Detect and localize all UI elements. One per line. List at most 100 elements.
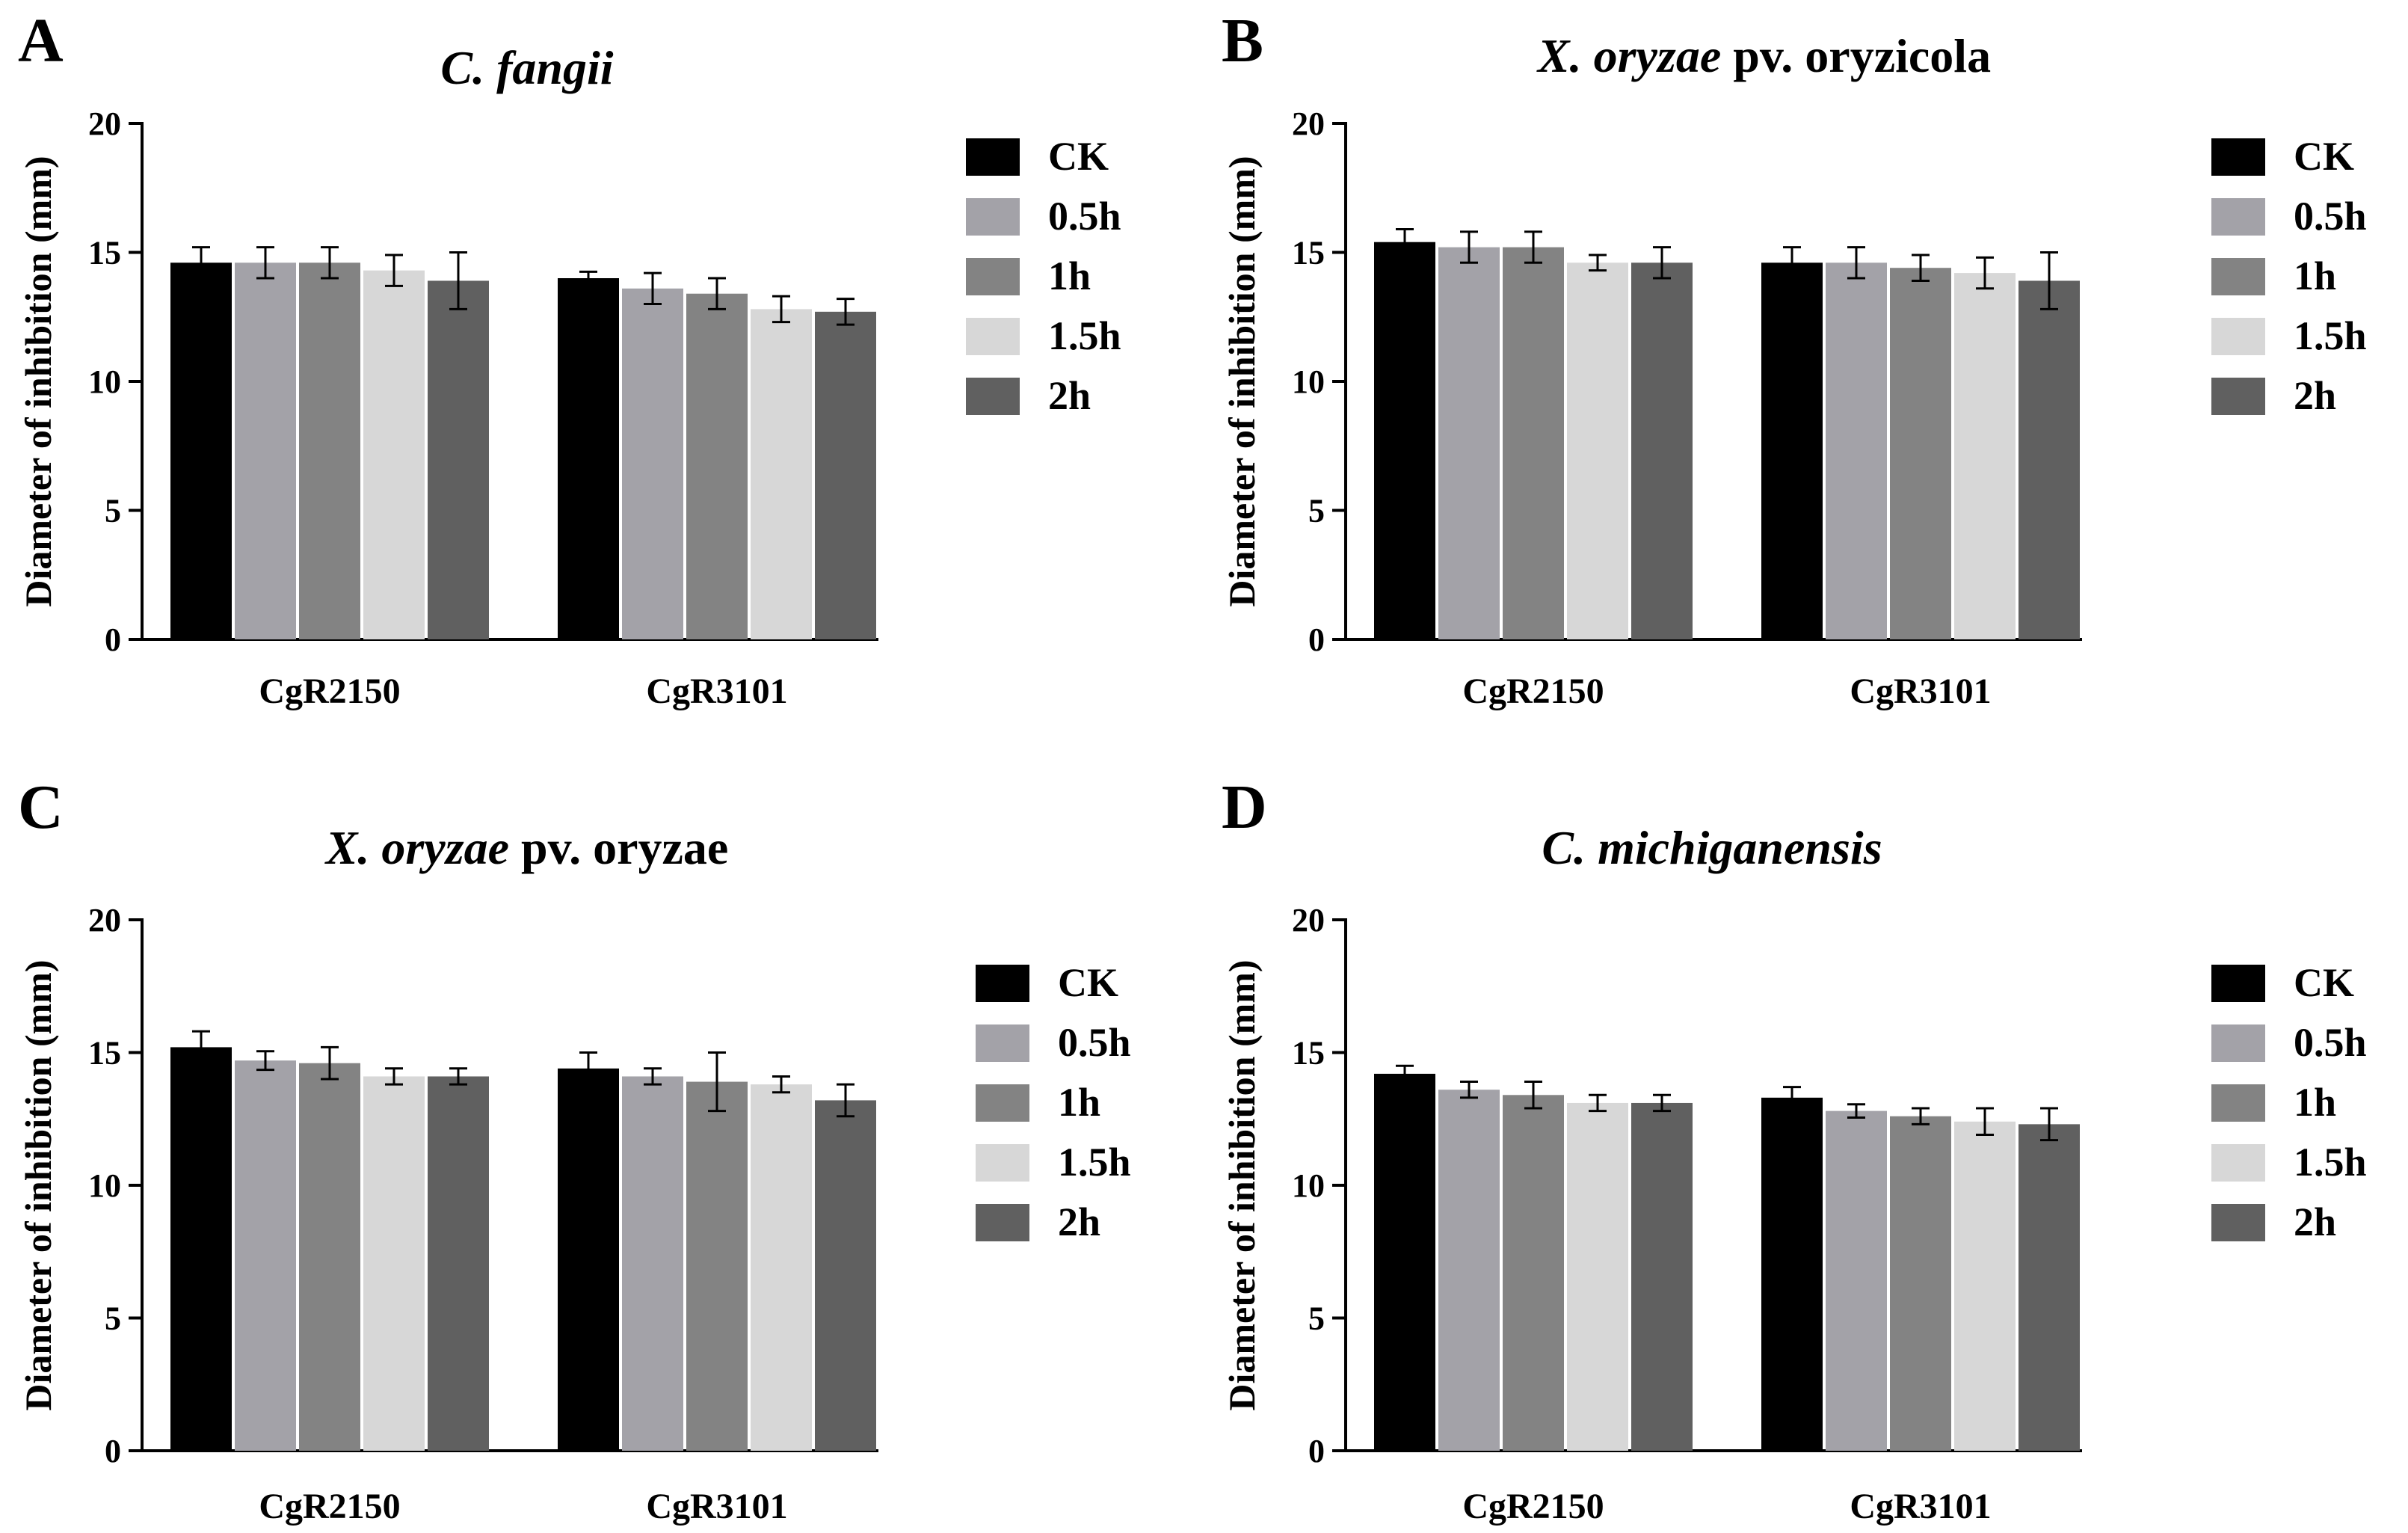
bar-1-5h-cgr3101-b	[1954, 273, 2016, 639]
chart-title-d: C. michiganensis	[1542, 821, 1882, 874]
legend-label-1h-d: 1h	[2294, 1080, 2336, 1125]
bar-ck-cgr2150-a	[170, 262, 232, 639]
chart-title-italic-c: X. oryzae	[324, 821, 509, 874]
bar-1-5h-cgr3101-c	[751, 1084, 812, 1451]
y-axis-label-d: Diameter of inhibition (mm)	[1221, 959, 1263, 1410]
bar-2h-cgr2150-c	[428, 1076, 489, 1451]
bar-ck-cgr3101-a	[558, 278, 619, 639]
bar-1h-cgr2150-a	[299, 262, 360, 639]
legend-swatch-ck-d	[2211, 965, 2265, 1002]
y-tick-label-c: 20	[88, 902, 121, 938]
y-tick-label-d: 5	[1308, 1300, 1325, 1337]
bar-1h-cgr2150-b	[1503, 247, 1564, 640]
y-tick-label-b: 0	[1308, 621, 1325, 658]
chart-title-normal-b: pv. oryzicola	[1721, 29, 1991, 82]
chart-title-italic-a: C. fangii	[440, 41, 613, 94]
bar-2h-cgr3101-c	[815, 1100, 876, 1451]
legend-label-0-5h-d: 0.5h	[2294, 1020, 2367, 1065]
bar-ck-cgr2150-b	[1374, 242, 1435, 639]
chart-c-svg: C X. oryzae pv. oryzae Diameter of inhibit…	[17, 772, 1131, 1526]
y-tick-label-b: 10	[1292, 363, 1325, 400]
legend-label-ck-d: CK	[2294, 960, 2354, 1005]
legend-swatch-1-5h-d	[2211, 1144, 2265, 1182]
bar-0-5h-cgr3101-c	[622, 1076, 683, 1451]
chart-panel-d: D C. michiganensis Diameter of inhibition …	[1204, 766, 2407, 1533]
legend-swatch-1h-c	[976, 1084, 1029, 1122]
legend-swatch-2h-d	[2211, 1204, 2265, 1241]
legend-label-1h-a: 1h	[1048, 254, 1091, 298]
legend-swatch-1h-a	[966, 258, 1020, 295]
bar-1-5h-cgr3101-a	[751, 309, 812, 639]
y-tick-label-c: 0	[105, 1433, 121, 1469]
bar-1-5h-cgr2150-b	[1567, 262, 1628, 639]
bar-1-5h-cgr3101-d	[1954, 1121, 2016, 1451]
bar-ck-cgr3101-c	[558, 1068, 619, 1451]
bar-2h-cgr3101-d	[2019, 1124, 2080, 1451]
chart-title-c: X. oryzae pv. oryzae	[324, 821, 729, 874]
y-tick-label-d: 15	[1292, 1035, 1325, 1072]
bar-1h-cgr3101-b	[1890, 268, 1951, 639]
legend-swatch-0-5h-a	[966, 198, 1020, 236]
legend-swatch-ck-b	[2211, 138, 2265, 176]
bar-2h-cgr2150-b	[1631, 262, 1693, 639]
chart-d-svg: D C. michiganensis Diameter of inhibition …	[1221, 772, 2367, 1526]
bar-2h-cgr2150-d	[1631, 1102, 1693, 1451]
y-tick-label-d: 10	[1292, 1167, 1325, 1204]
bar-1h-cgr3101-d	[1890, 1116, 1951, 1451]
legend-label-2h-c: 2h	[1058, 1199, 1100, 1244]
y-tick-label-a: 10	[88, 363, 121, 400]
bar-1h-cgr3101-c	[686, 1081, 748, 1451]
bar-0-5h-cgr3101-d	[1826, 1110, 1887, 1451]
bar-1h-cgr2150-c	[299, 1063, 360, 1451]
bar-2h-cgr3101-a	[815, 311, 876, 639]
legend-label-1-5h-a: 1.5h	[1048, 313, 1121, 358]
chart-b-svg: B X. oryzae pv. oryzicola Diameter of inhi…	[1221, 6, 2367, 711]
panel-label-a: A	[18, 6, 64, 76]
legend-swatch-1-5h-a	[966, 318, 1020, 355]
y-tick-label-d: 0	[1308, 1433, 1325, 1469]
bar-0-5h-cgr3101-a	[622, 288, 683, 639]
x-category-label-cgr3101-b: CgR3101	[1850, 672, 1991, 711]
legend-label-1-5h-b: 1.5h	[2294, 313, 2367, 358]
chart-a-svg: A C. fangii Diameter of inhibition (mm) 0 5 1…	[17, 6, 1121, 711]
y-axis-label-b: Diameter of inhibition (mm)	[1221, 156, 1263, 606]
x-category-label-cgr3101-a: CgR3101	[646, 672, 787, 711]
legend-label-ck-c: CK	[1058, 960, 1118, 1005]
legend-label-0-5h-a: 0.5h	[1048, 194, 1121, 239]
bar-2h-cgr2150-a	[428, 280, 489, 639]
chart-panel-a: A C. fangii Diameter of inhibition (mm) 0 5 1…	[0, 0, 1204, 766]
legend-swatch-2h-b	[2211, 378, 2265, 415]
y-axis-label-c: Diameter of inhibition (mm)	[17, 959, 59, 1410]
chart-title-a: C. fangii	[440, 41, 613, 94]
x-category-label-cgr2150-c: CgR2150	[259, 1487, 400, 1526]
legend-swatch-ck-c	[976, 965, 1029, 1002]
chart-title-b: X. oryzae pv. oryzicola	[1536, 29, 1991, 82]
legend-label-ck-a: CK	[1048, 134, 1109, 179]
legend-label-1h-c: 1h	[1058, 1080, 1100, 1125]
legend-label-2h-d: 2h	[2294, 1199, 2336, 1244]
bar-2h-cgr3101-b	[2019, 280, 2080, 639]
legend-label-1h-b: 1h	[2294, 254, 2336, 298]
x-category-label-cgr2150-d: CgR2150	[1462, 1487, 1604, 1526]
y-tick-label-b: 5	[1308, 493, 1325, 529]
bar-0-5h-cgr2150-d	[1438, 1090, 1500, 1451]
bar-ck-cgr2150-c	[170, 1047, 232, 1451]
y-tick-label-a: 0	[105, 621, 121, 658]
legend-label-2h-a: 2h	[1048, 373, 1091, 418]
bar-0-5h-cgr2150-c	[235, 1060, 296, 1451]
y-tick-label-b: 20	[1292, 105, 1325, 142]
bar-1-5h-cgr2150-a	[363, 270, 425, 639]
legend-swatch-0-5h-b	[2211, 198, 2265, 236]
legend-swatch-ck-a	[966, 138, 1020, 176]
legend-swatch-1h-d	[2211, 1084, 2265, 1122]
legend-swatch-1-5h-b	[2211, 318, 2265, 355]
bar-ck-cgr2150-d	[1374, 1073, 1435, 1451]
legend-label-1-5h-c: 1.5h	[1058, 1140, 1131, 1185]
chart-title-normal-c: pv. oryzae	[509, 821, 728, 874]
bar-1h-cgr2150-d	[1503, 1095, 1564, 1451]
y-tick-label-c: 5	[105, 1300, 121, 1337]
legend-label-0-5h-c: 0.5h	[1058, 1020, 1131, 1065]
legend-label-2h-b: 2h	[2294, 373, 2336, 418]
panel-label-d: D	[1222, 772, 1267, 842]
legend-swatch-2h-c	[976, 1204, 1029, 1241]
